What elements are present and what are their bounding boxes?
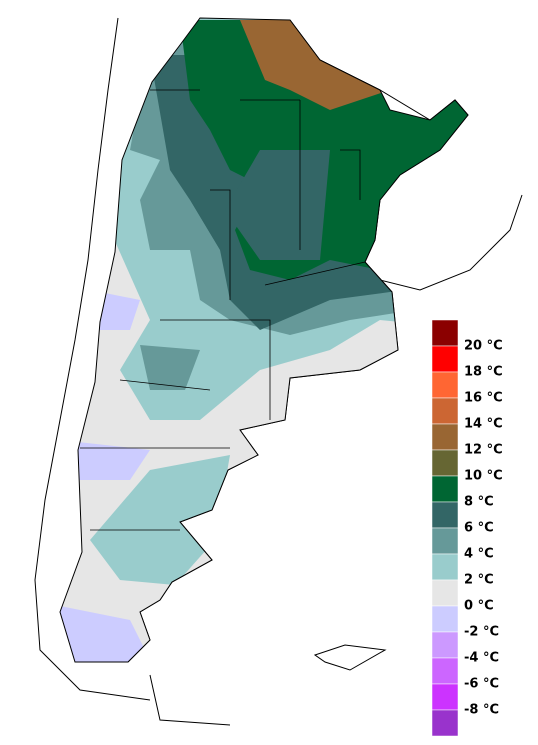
legend-swatch xyxy=(431,631,459,659)
legend-swatch xyxy=(431,501,459,529)
legend-label: 0 °C xyxy=(464,599,494,614)
legend-swatch xyxy=(431,605,459,633)
legend-swatch xyxy=(431,319,459,347)
legend-swatch xyxy=(431,397,459,425)
legend-swatch xyxy=(431,657,459,685)
legend-label: 8 °C xyxy=(464,495,494,510)
legend-label: 18 °C xyxy=(464,365,503,380)
legend-label: 2 °C xyxy=(464,573,494,588)
legend-label: 4 °C xyxy=(464,547,494,562)
legend-swatch xyxy=(431,423,459,451)
legend: 20 °C 18 °C 16 °C 14 °C 12 °C 10 °C 8 °C 6 °C 4 … xyxy=(431,319,503,737)
legend-swatch xyxy=(431,709,459,737)
legend-swatch xyxy=(431,527,459,555)
temperature-zones xyxy=(60,18,468,662)
legend-label: 16 °C xyxy=(464,391,503,406)
legend-swatch xyxy=(431,345,459,373)
legend-swatch xyxy=(431,475,459,503)
country-outline xyxy=(59,17,469,663)
legend-swatch xyxy=(431,371,459,399)
legend-label: 10 °C xyxy=(464,469,503,484)
legend-swatch xyxy=(431,579,459,607)
legend-label: 20 °C xyxy=(464,339,503,354)
legend-label: -4 °C xyxy=(464,651,499,666)
legend-label: 6 °C xyxy=(464,521,494,536)
legend-label: 12 °C xyxy=(464,443,503,458)
legend-swatch xyxy=(431,449,459,477)
legend-label: -8 °C xyxy=(464,703,499,718)
legend-label: -2 °C xyxy=(464,625,499,640)
legend-swatch xyxy=(431,683,459,711)
province-lines xyxy=(80,89,366,531)
legend-swatch xyxy=(431,553,459,581)
legend-label: -6 °C xyxy=(464,677,499,692)
legend-label: 14 °C xyxy=(464,417,503,432)
